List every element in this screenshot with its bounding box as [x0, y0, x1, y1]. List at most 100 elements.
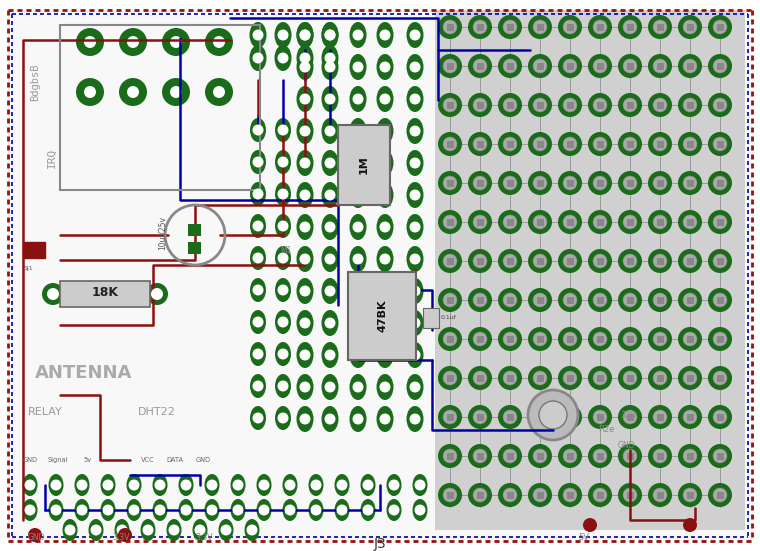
Circle shape — [588, 366, 612, 390]
Ellipse shape — [230, 474, 245, 496]
Bar — [597, 62, 603, 69]
Circle shape — [593, 488, 607, 502]
Ellipse shape — [275, 150, 291, 174]
Bar — [597, 141, 603, 148]
Bar — [566, 219, 574, 225]
Circle shape — [539, 401, 567, 429]
Circle shape — [284, 479, 296, 490]
Ellipse shape — [115, 519, 129, 541]
Bar — [506, 296, 514, 304]
Circle shape — [498, 366, 522, 390]
Circle shape — [410, 253, 420, 264]
Circle shape — [379, 190, 391, 201]
Circle shape — [503, 98, 517, 112]
Circle shape — [284, 505, 296, 516]
Circle shape — [503, 254, 517, 268]
Ellipse shape — [283, 499, 297, 521]
Circle shape — [623, 371, 637, 385]
Circle shape — [498, 93, 522, 117]
Circle shape — [708, 249, 732, 273]
Circle shape — [503, 59, 517, 73]
Text: 10uf/25v: 10uf/25v — [158, 216, 167, 250]
Circle shape — [410, 94, 420, 105]
Ellipse shape — [360, 499, 375, 521]
Circle shape — [503, 293, 517, 307]
Bar — [717, 491, 724, 499]
Circle shape — [558, 171, 582, 195]
Circle shape — [353, 94, 363, 105]
Circle shape — [503, 449, 517, 463]
Ellipse shape — [376, 182, 394, 208]
Circle shape — [468, 132, 492, 156]
Circle shape — [623, 410, 637, 424]
Circle shape — [116, 525, 128, 536]
Ellipse shape — [296, 278, 313, 304]
Circle shape — [498, 15, 522, 39]
Circle shape — [503, 176, 517, 190]
Bar — [717, 62, 724, 69]
Circle shape — [503, 137, 517, 151]
Circle shape — [678, 444, 702, 468]
Bar — [338, 125, 390, 205]
Circle shape — [648, 15, 672, 39]
Circle shape — [558, 210, 582, 234]
Ellipse shape — [296, 22, 313, 48]
Circle shape — [678, 15, 702, 39]
Ellipse shape — [126, 499, 141, 521]
Ellipse shape — [250, 374, 266, 398]
Ellipse shape — [407, 374, 423, 400]
Ellipse shape — [250, 214, 266, 238]
Circle shape — [252, 52, 264, 63]
Circle shape — [498, 405, 522, 429]
Ellipse shape — [321, 374, 338, 400]
Ellipse shape — [350, 214, 366, 240]
Circle shape — [678, 54, 702, 78]
Circle shape — [648, 288, 672, 312]
Bar — [597, 413, 603, 420]
Circle shape — [379, 413, 391, 424]
Circle shape — [533, 410, 547, 424]
Circle shape — [438, 444, 462, 468]
Circle shape — [648, 132, 672, 156]
Circle shape — [252, 316, 264, 327]
Bar — [626, 24, 634, 30]
Circle shape — [528, 390, 578, 440]
Ellipse shape — [274, 45, 292, 71]
Circle shape — [299, 52, 311, 63]
Circle shape — [205, 78, 233, 106]
Circle shape — [311, 479, 321, 490]
Ellipse shape — [387, 499, 401, 521]
Circle shape — [713, 59, 727, 73]
Bar — [537, 180, 543, 186]
Bar — [717, 180, 724, 186]
Bar — [447, 452, 454, 460]
Circle shape — [648, 366, 672, 390]
Circle shape — [588, 483, 612, 507]
Ellipse shape — [296, 406, 313, 432]
Circle shape — [299, 30, 311, 41]
Text: 320: 320 — [620, 411, 636, 420]
Ellipse shape — [376, 214, 394, 240]
Circle shape — [713, 98, 727, 112]
Bar — [626, 336, 634, 343]
Bar — [626, 296, 634, 304]
Circle shape — [438, 171, 462, 195]
Ellipse shape — [275, 310, 291, 334]
Circle shape — [473, 215, 487, 229]
Bar — [506, 336, 514, 343]
Circle shape — [65, 525, 75, 536]
Bar — [435, 10, 745, 530]
Circle shape — [593, 254, 607, 268]
Circle shape — [181, 505, 192, 516]
Ellipse shape — [250, 182, 266, 206]
Ellipse shape — [321, 342, 338, 368]
Bar — [537, 491, 543, 499]
Circle shape — [683, 176, 697, 190]
Bar — [506, 101, 514, 109]
Text: GND: GND — [618, 441, 635, 450]
Circle shape — [299, 190, 311, 201]
Ellipse shape — [23, 474, 37, 496]
Ellipse shape — [192, 519, 207, 541]
Circle shape — [410, 317, 420, 328]
Ellipse shape — [407, 342, 423, 368]
